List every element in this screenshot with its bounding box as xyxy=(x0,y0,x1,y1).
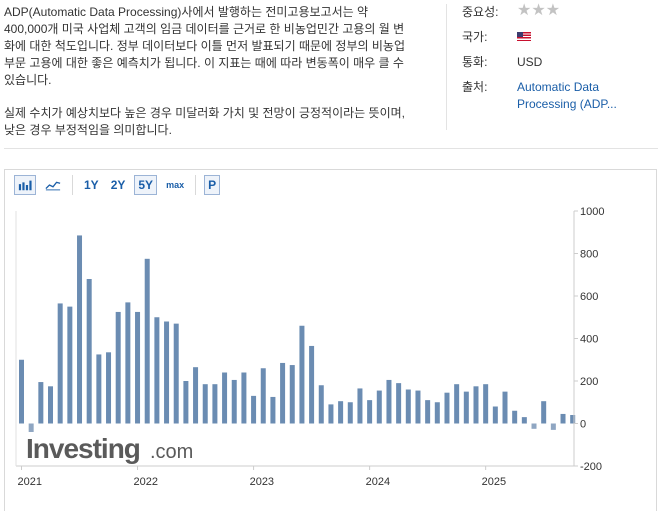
meta-panel: 중요성: ★★★ 국가: 통화: USD 출처: Automatic Data … xyxy=(462,2,652,121)
description-paragraph-2: 실제 수치가 예상치보다 높은 경우 미달러화 가치 및 전망이 긍정적이라는 … xyxy=(4,106,405,137)
currency-value: USD xyxy=(517,55,543,69)
chart-frame xyxy=(4,169,657,511)
vertical-divider xyxy=(446,4,447,130)
country-row: 국가: xyxy=(462,29,652,46)
source-label: 출처: xyxy=(462,80,488,94)
importance-row: 중요성: ★★★ xyxy=(462,2,652,21)
source-row: 출처: Automatic Data Processing (ADP... xyxy=(462,79,652,113)
description-paragraph-1: ADP(Automatic Data Processing)사에서 발행하는 전… xyxy=(4,5,405,87)
range-2y-button[interactable]: 2Y xyxy=(110,178,126,192)
description: ADP(Automatic Data Processing)사에서 발행하는 전… xyxy=(4,4,414,155)
toolbar-divider xyxy=(195,175,197,195)
importance-stars-icon: ★★★ xyxy=(517,2,561,19)
line-chart-icon[interactable] xyxy=(42,175,64,195)
bar-chart-icon[interactable] xyxy=(14,175,36,195)
range-1y-button[interactable]: 1Y xyxy=(84,178,99,192)
p-button[interactable]: P xyxy=(204,175,221,195)
range-5y-button[interactable]: 5Y xyxy=(134,175,158,195)
horizontal-divider xyxy=(4,148,658,149)
range-max-button[interactable]: max xyxy=(166,180,185,190)
toolbar-divider xyxy=(72,175,73,195)
chart-toolbar: 1Y 2Y 5Y max P xyxy=(14,174,226,196)
us-flag-icon xyxy=(517,32,531,41)
importance-label: 중요성: xyxy=(462,5,499,19)
source-link[interactable]: Automatic Data Processing (ADP... xyxy=(517,80,617,111)
currency-row: 통화: USD xyxy=(462,54,652,71)
country-label: 국가: xyxy=(462,30,488,44)
currency-label: 통화: xyxy=(462,55,488,69)
